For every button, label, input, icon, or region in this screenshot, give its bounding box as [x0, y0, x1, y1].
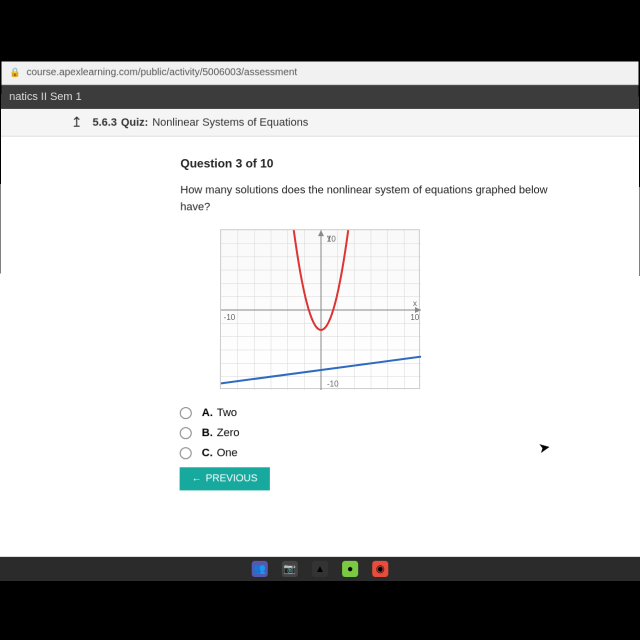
- option-zero[interactable]: B. Zero: [180, 427, 640, 439]
- taskbar-app2-icon[interactable]: ◉: [372, 561, 388, 577]
- quiz-title: Nonlinear Systems of Equations: [152, 116, 308, 128]
- back-arrow-icon[interactable]: ↥: [71, 114, 83, 131]
- radio-icon[interactable]: [180, 447, 192, 459]
- graph-svg: 10-1010-10xy: [221, 230, 421, 390]
- taskbar-drive-icon[interactable]: ▲: [312, 561, 328, 577]
- svg-text:y: y: [327, 233, 331, 242]
- tab-title[interactable]: natics II Sem 1: [9, 91, 82, 103]
- radio-icon[interactable]: [180, 407, 192, 419]
- lock-icon: 🔒: [9, 67, 20, 78]
- option-letter: B.: [202, 427, 213, 439]
- taskbar-camera-icon[interactable]: 📷: [282, 561, 298, 577]
- previous-button[interactable]: PREVIOUS: [180, 467, 270, 490]
- option-two[interactable]: A. Two: [180, 407, 640, 419]
- option-text: Two: [217, 407, 237, 419]
- tab-strip: natics II Sem 1: [1, 85, 639, 109]
- graph: 10-1010-10xy: [220, 229, 420, 389]
- svg-text:x: x: [413, 299, 417, 308]
- option-text: Zero: [217, 427, 240, 439]
- svg-text:10: 10: [410, 313, 419, 322]
- radio-icon[interactable]: [180, 427, 192, 439]
- taskbar-teams-icon[interactable]: 👥: [252, 561, 268, 577]
- option-letter: A.: [202, 407, 213, 419]
- option-text: One: [217, 447, 238, 459]
- quiz-word: Quiz:: [121, 116, 148, 128]
- taskbar-app1-icon[interactable]: ●: [342, 561, 358, 577]
- question-text: How many solutions does the nonlinear sy…: [180, 182, 559, 215]
- options-list: A. Two B. Zero C. One: [180, 407, 640, 459]
- question-number: Question 3 of 10: [180, 157, 639, 171]
- taskbar: 👥 📷 ▲ ● ◉: [0, 557, 640, 581]
- svg-text:-10: -10: [224, 313, 236, 322]
- quiz-num: 5.6.3: [92, 116, 116, 128]
- url-text: course.apexlearning.com/public/activity/…: [26, 67, 297, 78]
- svg-text:-10: -10: [327, 380, 339, 389]
- option-one[interactable]: C. One: [180, 447, 640, 459]
- option-letter: C.: [202, 447, 213, 459]
- quiz-title-bar: ↥ 5.6.3 Quiz: Nonlinear Systems of Equat…: [1, 109, 639, 137]
- content-area: Question 3 of 10 How many solutions does…: [0, 137, 640, 557]
- url-bar: 🔒 course.apexlearning.com/public/activit…: [1, 61, 638, 85]
- screen: 🔒 course.apexlearning.com/public/activit…: [0, 61, 640, 581]
